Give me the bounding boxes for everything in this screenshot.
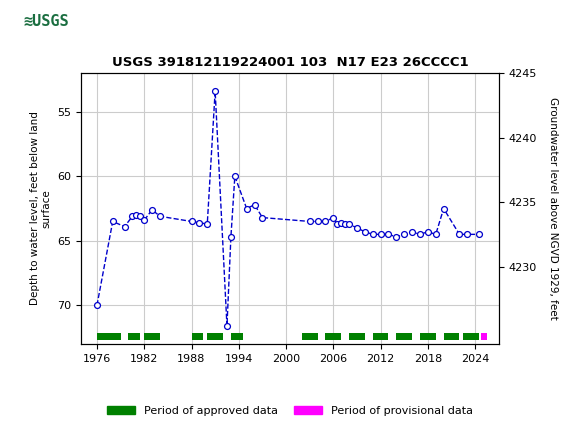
Bar — [207, 333, 223, 340]
Point — [313, 218, 322, 225]
Bar — [302, 333, 318, 340]
Point — [230, 173, 240, 180]
Bar — [129, 333, 140, 340]
Point — [132, 212, 141, 218]
Point — [463, 231, 472, 238]
Point — [400, 231, 409, 238]
Bar — [144, 333, 160, 340]
Legend: Period of approved data, Period of provisional data: Period of approved data, Period of provi… — [103, 401, 477, 420]
Bar — [349, 333, 365, 340]
Text: USGS 391812119224001 103  N17 E23 26CCCC1: USGS 391812119224001 103 N17 E23 26CCCC1 — [112, 56, 468, 69]
Point — [431, 231, 440, 238]
Point — [408, 228, 417, 235]
Point — [455, 231, 464, 238]
Point — [92, 302, 101, 309]
Point — [202, 221, 212, 227]
Point — [211, 88, 220, 95]
Point — [242, 205, 251, 212]
Y-axis label: Depth to water level, feet below land
surface: Depth to water level, feet below land su… — [30, 112, 52, 305]
Point — [250, 201, 259, 208]
Point — [376, 231, 385, 238]
Point — [136, 213, 145, 220]
Bar — [325, 333, 341, 340]
Point — [474, 231, 484, 238]
Point — [345, 221, 354, 227]
FancyBboxPatch shape — [6, 4, 87, 39]
Point — [360, 228, 369, 235]
Point — [258, 214, 267, 221]
Point — [329, 214, 338, 221]
Point — [187, 218, 196, 225]
Point — [226, 233, 235, 240]
Point — [439, 205, 448, 212]
Point — [340, 221, 350, 227]
Point — [321, 218, 330, 225]
Point — [140, 217, 149, 224]
Bar — [463, 333, 479, 340]
Point — [128, 213, 137, 220]
Point — [120, 223, 129, 230]
Bar — [420, 333, 436, 340]
Point — [155, 213, 165, 220]
Text: ≋USGS: ≋USGS — [24, 14, 69, 29]
Point — [333, 221, 342, 227]
Point — [423, 228, 433, 235]
Bar — [396, 333, 412, 340]
Point — [336, 219, 346, 226]
Point — [147, 206, 157, 213]
Point — [368, 231, 378, 238]
Point — [392, 233, 401, 240]
Point — [305, 218, 314, 225]
Bar — [481, 333, 487, 340]
Bar — [444, 333, 459, 340]
Bar — [231, 333, 242, 340]
Y-axis label: Groundwater level above NGVD 1929, feet: Groundwater level above NGVD 1929, feet — [548, 97, 558, 320]
Point — [352, 224, 361, 231]
Point — [108, 218, 117, 225]
Point — [195, 219, 204, 226]
Point — [384, 231, 393, 238]
Bar — [191, 333, 204, 340]
Bar — [373, 333, 389, 340]
Point — [415, 231, 425, 238]
Bar — [97, 333, 121, 340]
Point — [222, 322, 231, 329]
